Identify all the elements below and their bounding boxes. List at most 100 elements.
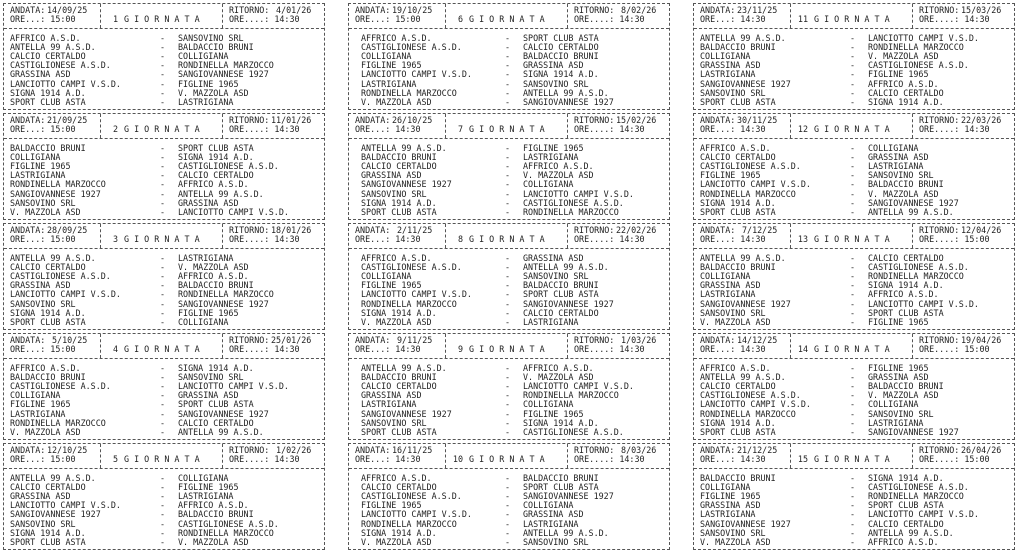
match-row: COLLIGIANA - CASTIGLIONESE A.S.D. <box>694 483 1014 492</box>
away-team: CALCIO CERTALDO <box>868 253 944 263</box>
match-separator: - <box>850 408 856 419</box>
away-team: COLLIGIANA <box>178 51 229 62</box>
away-team: LANCIOTTO CAMPI V.S.D. <box>178 381 289 392</box>
ore-andata-time: 14:30 <box>395 344 421 354</box>
home-team: ANTELLA 99 A.S.D. <box>10 473 96 483</box>
ritorno-date: 1/03/26 <box>621 335 657 345</box>
match-row: SIGNA 1914 A.D. - RONDINELLA MARZOCCO <box>4 528 324 538</box>
andata-row: ANDATA: 21/12/25 <box>700 446 777 455</box>
ritorno-row: RITORNO: 11/01/26 <box>229 116 311 125</box>
away-team: SANGIOVANNESE 1927 <box>178 298 269 309</box>
giornata-label: G I O R N A T A <box>124 14 200 24</box>
match-row: FIGLINE 1965 - SPORT CLUB ASTA <box>4 400 324 409</box>
ritorno-row: RITORNO: 4/01/26 <box>229 6 311 15</box>
ore-ritorno-time: 15:00 <box>964 344 990 354</box>
match-separator: - <box>160 372 166 383</box>
match-separator: - <box>160 426 166 437</box>
away-team: ANTELLA 99 A.S.D. <box>178 426 264 437</box>
giornata-block: ANDATA: 19/10/25 RITORNO: 8/02/26 ORE...: 15:… <box>348 3 670 110</box>
andata-row: ANDATA: 23/11/25 <box>700 6 777 15</box>
away-team: BALDACCIO BRUNI <box>523 473 599 483</box>
home-team: CASTIGLIONESE A.S.D. <box>361 491 462 502</box>
away-team: SPORT CLUB ASTA <box>868 500 944 511</box>
match-separator: - <box>850 152 856 163</box>
match-separator: - <box>160 482 166 493</box>
match-separator: - <box>505 143 511 153</box>
match-row: SANGIOVANNESE 1927 - BALDACCIO BRUNI <box>4 510 324 519</box>
ore-ritorno-row: ORE....: 14:30 <box>574 235 645 244</box>
ore-ritorno-row: ORE....: 14:30 <box>919 125 990 134</box>
home-team: FIGLINE 1965 <box>361 60 422 71</box>
header-divider-right <box>567 4 568 28</box>
match-row: SANGIOVANNESE 1927 - COLLIGIANA <box>349 180 669 189</box>
ore-ritorno-row: ORE....: 14:30 <box>574 455 645 464</box>
ritorno-label: RITORNO: <box>229 225 270 235</box>
header-divider <box>694 358 1014 359</box>
match-separator: - <box>850 417 856 428</box>
ore-ritorno-time: 14:30 <box>619 14 645 24</box>
match-row: SANGIOVANNESE 1927 - AFFRICO A.S.D. <box>694 79 1014 89</box>
match-separator: - <box>160 381 166 392</box>
andata-row: ANDATA: 28/09/25 <box>10 226 87 235</box>
match-row: CASTIGLIONESE A.S.D. - AFFRICO A.S.D. <box>4 272 324 281</box>
home-team: ANTELLA 99 A.S.D. <box>361 143 447 153</box>
away-team: CASTIGLIONESE A.S.D. <box>868 262 969 273</box>
match-separator: - <box>850 390 856 401</box>
match-row: ANTELLA 99 A.S.D. - BALDACCIO BRUNI <box>4 43 324 52</box>
away-team: GRASSINA ASD <box>178 197 239 208</box>
home-team: ANTELLA 99 A.S.D. <box>10 42 96 53</box>
match-separator: - <box>160 87 166 98</box>
match-separator: - <box>850 316 856 327</box>
match-row: SIGNA 1914 A.D. - FIGLINE 1965 <box>4 308 324 318</box>
ore-andata-row: ORE...: 14:30 <box>700 125 766 134</box>
ritorno-date: 25/01/26 <box>271 335 312 345</box>
header-divider-left <box>790 444 791 468</box>
match-separator: - <box>850 253 856 263</box>
ore-ritorno-label: ORE....: <box>574 124 615 134</box>
match-separator: - <box>160 262 166 273</box>
ore-andata-row: ORE...: 15:00 <box>10 235 76 244</box>
match-separator: - <box>505 87 511 98</box>
away-team: SPORT CLUB ASTA <box>178 399 254 410</box>
home-team: SIGNA 1914 A.D. <box>361 307 437 318</box>
ore-ritorno-time: 15:00 <box>964 234 990 244</box>
match-separator: - <box>850 170 856 181</box>
andata-label: ANDATA: <box>355 335 391 345</box>
away-team: AFFRICO A.S.D. <box>523 161 594 172</box>
andata-label: ANDATA: <box>700 445 736 455</box>
header-divider-right <box>912 334 913 358</box>
match-row: COLLIGIANA - GRASSINA ASD <box>4 391 324 400</box>
match-row: SPORT CLUB ASTA - RONDINELLA MARZOCCO <box>349 207 669 217</box>
home-team: FIGLINE 1965 <box>700 170 761 181</box>
match-row: SPORT CLUB ASTA - V. MAZZOLA ASD <box>4 537 324 547</box>
home-team: CALCIO CERTALDO <box>10 262 86 273</box>
away-team: BALDACCIO BRUNI <box>523 51 599 62</box>
match-separator: - <box>160 417 166 428</box>
ore-andata-row: ORE...: 14:30 <box>700 235 766 244</box>
andata-row: ANDATA: 12/10/25 <box>10 446 87 455</box>
andata-label: ANDATA: <box>355 225 391 235</box>
match-row: FIGLINE 1965 - RONDINELLA MARZOCCO <box>694 492 1014 501</box>
match-row: FIGLINE 1965 - COLLIGIANA <box>349 501 669 510</box>
ore-ritorno-row: ORE....: 14:30 <box>229 455 300 464</box>
match-row: LANCIOTTO CAMPI V.S.D. - SPORT CLUB ASTA <box>349 290 669 299</box>
header-divider <box>349 358 669 359</box>
match-row: LASTRIGIANA - CALCIO CERTALDO <box>4 171 324 180</box>
ore-ritorno-row: ORE....: 14:30 <box>919 15 990 24</box>
match-row: GRASSINA ASD - SPORT CLUB ASTA <box>694 501 1014 510</box>
home-team: GRASSINA ASD <box>361 390 422 401</box>
match-separator: - <box>850 399 856 410</box>
giornata-number: 14 <box>797 344 808 354</box>
home-team: SANGIOVANNESE 1927 <box>361 179 452 190</box>
match-separator: - <box>505 363 511 373</box>
home-team: GRASSINA ASD <box>700 60 761 71</box>
home-team: CALCIO CERTALDO <box>361 161 437 172</box>
away-team: SIGNA 1914 A.D. <box>178 363 254 373</box>
away-team: COLLIGIANA <box>523 500 574 511</box>
andata-row: ANDATA: 19/10/25 <box>355 6 432 15</box>
ore-andata-row: ORE...: 15:00 <box>10 345 76 354</box>
home-team: V. MAZZOLA ASD <box>10 426 81 437</box>
ritorno-row: RITORNO: 12/04/26 <box>919 226 1001 235</box>
giornata-number: 2 <box>112 124 118 134</box>
match-separator: - <box>505 33 511 43</box>
